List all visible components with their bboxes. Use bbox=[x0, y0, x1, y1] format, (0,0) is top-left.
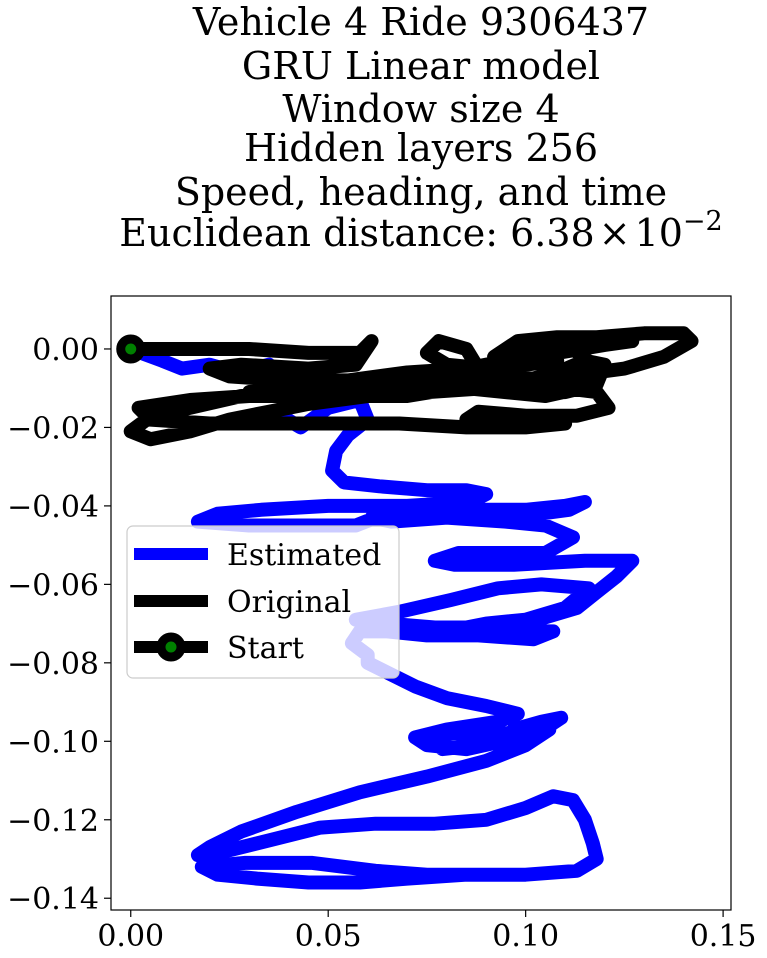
x-axis: 0.00 0.05 0.10 0.15 bbox=[97, 910, 757, 954]
title-metric-prefix: Euclidean distance: 6.38 bbox=[119, 211, 594, 255]
y-tick-label: −0.10 bbox=[7, 725, 99, 760]
series-line-estimated bbox=[123, 342, 640, 890]
x-tick-label: 0.00 bbox=[97, 919, 164, 954]
title-line-6: Euclidean distance: 6.38 × 10−2 bbox=[119, 206, 722, 255]
legend-box bbox=[126, 525, 400, 679]
title-line-2: GRU Linear model bbox=[242, 44, 600, 88]
y-tick-label: 0.00 bbox=[32, 333, 99, 368]
y-tick-label: −0.04 bbox=[7, 490, 99, 525]
chart-title: Vehicle 4 Ride 9306437 GRU Linear model … bbox=[119, 0, 722, 255]
y-tick-label: −0.06 bbox=[7, 568, 99, 603]
legend-label-original: Original bbox=[227, 585, 351, 620]
title-metric-exponent: −2 bbox=[683, 206, 723, 237]
plot-area bbox=[116, 326, 699, 890]
title-line-1: Vehicle 4 Ride 9306437 bbox=[192, 0, 649, 44]
legend: Estimated Original Start bbox=[126, 525, 400, 679]
title-metric-base: 10 bbox=[635, 211, 683, 255]
legend-swatch-start-marker bbox=[156, 632, 186, 662]
legend-label-estimated: Estimated bbox=[227, 538, 381, 573]
title-line-4: Hidden layers 256 bbox=[244, 126, 598, 170]
y-tick-label: −0.02 bbox=[7, 411, 99, 446]
x-tick-label: 0.15 bbox=[690, 919, 757, 954]
y-tick-label: −0.08 bbox=[7, 647, 99, 682]
y-tick-label: −0.12 bbox=[7, 804, 99, 839]
x-tick-label: 0.05 bbox=[295, 919, 362, 954]
legend-label-start: Start bbox=[227, 631, 304, 666]
title-line-3: Window size 4 bbox=[282, 87, 559, 131]
y-tick-label: −0.14 bbox=[7, 882, 99, 917]
title-line-5: Speed, heading, and time bbox=[175, 170, 667, 214]
start-point-marker bbox=[116, 334, 146, 364]
y-axis: 0.00 −0.02 −0.04 −0.06 −0.08 −0.10 −0.12 −0.14 bbox=[7, 333, 111, 917]
plot-frame bbox=[110, 295, 732, 911]
x-tick-label: 0.10 bbox=[492, 919, 559, 954]
series-line-original bbox=[123, 326, 699, 447]
title-metric-times: × bbox=[599, 211, 631, 255]
